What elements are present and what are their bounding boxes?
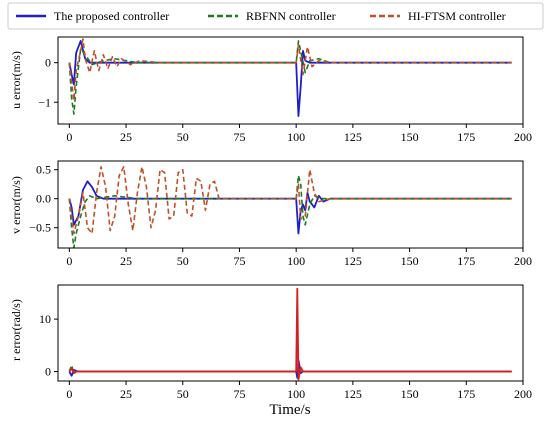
x-tick-label: 75 bbox=[233, 130, 245, 144]
x-tick-label: 150 bbox=[401, 130, 419, 144]
x-tick-label: 150 bbox=[401, 254, 419, 268]
y-tick-label: 0.0 bbox=[36, 192, 51, 206]
x-tick-label: 50 bbox=[177, 254, 189, 268]
x-tick-label: 125 bbox=[344, 387, 362, 401]
series-line-r_hiftsm bbox=[68, 287, 512, 381]
x-tick-label: 25 bbox=[120, 387, 132, 401]
r-error-panel: 0 25 50 75 100 125 150 175 200 0 10 r error(rad/s) bbox=[9, 284, 532, 401]
y-tick-label: 0.5 bbox=[36, 163, 51, 177]
x-tick-label: 175 bbox=[457, 254, 475, 268]
axes-frame bbox=[57, 284, 524, 382]
v-error-panel: 0 25 50 75 100 125 150 175 200 −0.5 0.0 0.5 v error(… bbox=[9, 160, 532, 268]
x-tick-label: 200 bbox=[514, 387, 532, 401]
axes-frame bbox=[57, 36, 524, 125]
legend-label: RBFNN controller bbox=[246, 9, 336, 23]
x-tick-label: 150 bbox=[401, 387, 419, 401]
series-line-v_rbfnn bbox=[68, 174, 512, 248]
series-line-r_proposed bbox=[68, 359, 512, 379]
x-tick-label: 100 bbox=[287, 130, 305, 144]
x-tick-label: 0 bbox=[66, 254, 72, 268]
legend-label: The proposed controller bbox=[54, 9, 169, 23]
x-axis-title: Time/s bbox=[269, 402, 310, 418]
x-tick-label: 0 bbox=[66, 387, 72, 401]
series-line-v_hiftsm bbox=[68, 166, 512, 235]
u-error-panel: 0 25 50 75 100 125 150 175 200 −1 0 u error(m/s) bbox=[9, 36, 532, 144]
series-line-u_proposed bbox=[68, 40, 512, 117]
series-line-u_hiftsm bbox=[68, 38, 512, 102]
x-tick-label: 200 bbox=[514, 130, 532, 144]
x-tick-label: 100 bbox=[287, 387, 305, 401]
y-tick-label: 0 bbox=[45, 56, 51, 70]
x-tick-label: 200 bbox=[514, 254, 532, 268]
axes-frame bbox=[57, 160, 524, 249]
legend-label: HI-FTSM controller bbox=[408, 9, 506, 23]
series-line-r_rbfnn bbox=[68, 364, 512, 375]
x-tick-label: 100 bbox=[287, 254, 305, 268]
y-axis-title: r error(rad/s) bbox=[9, 299, 23, 361]
x-tick-label: 175 bbox=[457, 130, 475, 144]
x-tick-label: 125 bbox=[344, 254, 362, 268]
y-tick-label: 0 bbox=[45, 365, 51, 379]
y-tick-label: 10 bbox=[39, 312, 51, 326]
y-tick-label: −0.5 bbox=[29, 221, 51, 235]
x-tick-label: 75 bbox=[233, 387, 245, 401]
x-tick-label: 125 bbox=[344, 130, 362, 144]
y-tick-label: −1 bbox=[38, 95, 51, 109]
x-tick-label: 0 bbox=[66, 130, 72, 144]
y-axis-title: u error(m/s) bbox=[9, 51, 23, 109]
x-tick-label: 175 bbox=[457, 387, 475, 401]
x-tick-label: 25 bbox=[120, 254, 132, 268]
series-line-u_rbfnn bbox=[68, 40, 512, 115]
x-tick-label: 50 bbox=[177, 387, 189, 401]
legend: The proposed controller RBFNN controller H… bbox=[7, 2, 544, 30]
x-tick-label: 75 bbox=[233, 254, 245, 268]
x-tick-label: 50 bbox=[177, 130, 189, 144]
y-axis-title: v error(m/s) bbox=[9, 176, 23, 234]
x-tick-label: 25 bbox=[120, 130, 132, 144]
legend-frame bbox=[7, 2, 544, 30]
